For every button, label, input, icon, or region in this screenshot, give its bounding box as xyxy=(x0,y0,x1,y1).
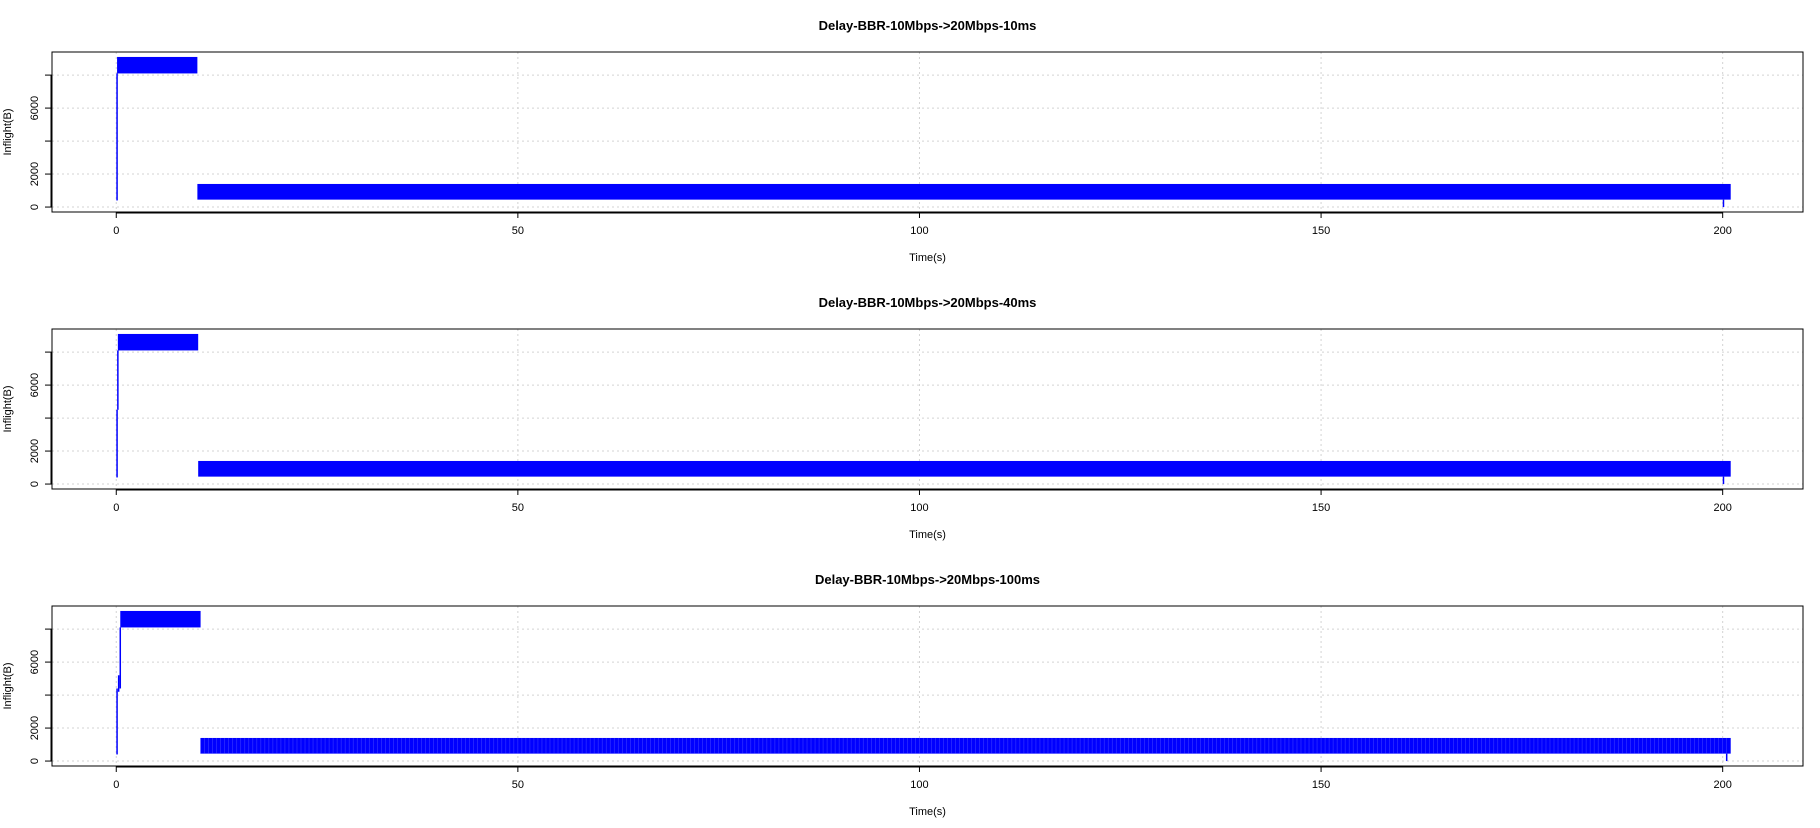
y-tick-label: 6000 xyxy=(29,373,41,397)
data-band xyxy=(200,737,1731,754)
x-tick-label: 0 xyxy=(113,225,119,237)
data-oscillation xyxy=(200,737,1727,754)
x-axis-label: Time(s) xyxy=(909,529,946,541)
chart-title: Delay-BBR-10Mbps->20Mbps-10ms xyxy=(819,18,1037,33)
chart-title: Delay-BBR-10Mbps->20Mbps-100ms xyxy=(815,572,1040,587)
data-band xyxy=(198,460,1731,477)
x-axis-label: Time(s) xyxy=(909,806,946,818)
data-band xyxy=(197,183,1731,200)
plot-frame xyxy=(51,51,1804,213)
y-axis-label: Inflight(B) xyxy=(2,662,14,709)
y-axis-label: Inflight(B) xyxy=(2,108,14,155)
y-tick-label: 2000 xyxy=(29,162,41,186)
y-tick-label: 2000 xyxy=(29,716,41,740)
x-tick-label: 50 xyxy=(512,779,524,791)
data-band xyxy=(117,333,199,351)
y-axis-label: Inflight(B) xyxy=(2,385,14,432)
y-tick-label: 0 xyxy=(29,204,41,210)
y-tick-label: 0 xyxy=(29,758,41,764)
x-tick-label: 200 xyxy=(1713,779,1731,791)
y-tick-label: 6000 xyxy=(29,650,41,674)
series xyxy=(116,333,1731,485)
plot-frame xyxy=(51,605,1804,767)
x-tick-label: 100 xyxy=(910,225,928,237)
chart-panel: Delay-BBR-10Mbps->20Mbps-10ms 0 50 100 150 20… xyxy=(2,18,1804,264)
chart-title: Delay-BBR-10Mbps->20Mbps-40ms xyxy=(819,295,1037,310)
x-axis-label: Time(s) xyxy=(909,252,946,264)
x-tick-label: 50 xyxy=(512,225,524,237)
chart-panel: Delay-BBR-10Mbps->20Mbps-100ms 0 50 100 150 2… xyxy=(2,572,1804,818)
chart-panel: Delay-BBR-10Mbps->20Mbps-40ms 0 50 100 150 20… xyxy=(2,295,1804,541)
x-tick-label: 0 xyxy=(113,779,119,791)
series xyxy=(116,56,1731,208)
x-tick-label: 150 xyxy=(1312,779,1330,791)
y-tick-label: 0 xyxy=(29,481,41,487)
x-tick-label: 100 xyxy=(910,502,928,514)
x-tick-label: 50 xyxy=(512,502,524,514)
plot-frame xyxy=(51,328,1804,490)
x-tick-label: 0 xyxy=(113,502,119,514)
y-tick-label: 2000 xyxy=(29,439,41,463)
x-tick-label: 150 xyxy=(1312,502,1330,514)
series xyxy=(116,610,1731,762)
x-tick-label: 100 xyxy=(910,779,928,791)
data-band xyxy=(117,56,198,74)
y-tick-label: 6000 xyxy=(29,96,41,120)
x-tick-label: 150 xyxy=(1312,225,1330,237)
data-band xyxy=(120,610,201,628)
x-tick-label: 200 xyxy=(1713,502,1731,514)
x-tick-label: 200 xyxy=(1713,225,1731,237)
